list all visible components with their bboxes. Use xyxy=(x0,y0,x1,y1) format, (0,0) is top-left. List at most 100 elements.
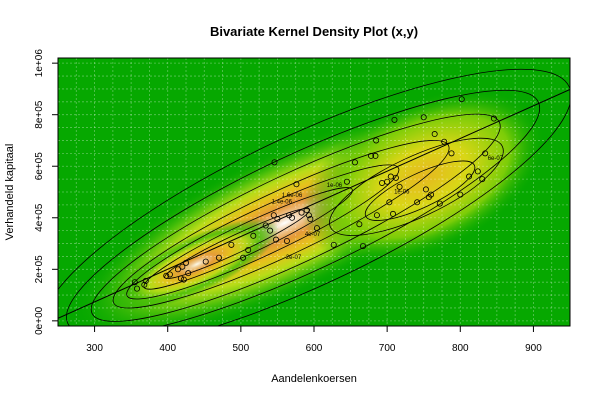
data-point xyxy=(182,259,189,266)
data-point xyxy=(250,232,257,239)
data-point xyxy=(163,272,170,279)
data-point xyxy=(384,178,391,185)
contour-line xyxy=(126,164,400,300)
contour-label: 4e-07 xyxy=(305,232,321,238)
data-point xyxy=(305,212,312,219)
data-point xyxy=(289,214,296,221)
data-point xyxy=(272,236,279,243)
contour-line xyxy=(112,139,450,309)
contour-line xyxy=(90,113,501,322)
contour-labels: 2e-07 4e-07 6e-07 1e-06 1e-06 1.4e-061.6e-06 xyxy=(272,156,504,261)
data-point xyxy=(356,221,363,228)
data-point xyxy=(373,137,380,144)
x-tick-label: 500 xyxy=(233,343,250,354)
data-point xyxy=(466,173,473,180)
y-tick-label: 2e+05 xyxy=(34,255,45,284)
y-tick-label: 1e+06 xyxy=(34,49,45,78)
contour-line xyxy=(364,160,476,221)
y-axis: 0e+00 2e+05 4e+05 6e+05 8e+05 1e+06 xyxy=(34,49,59,335)
data-point xyxy=(422,186,429,193)
data-point xyxy=(177,275,184,282)
contour-label: 1e-06 xyxy=(394,189,410,195)
y-tick-label: 8e+05 xyxy=(34,100,45,129)
data-point xyxy=(431,131,438,138)
data-point xyxy=(174,266,181,273)
data-point xyxy=(131,279,138,286)
data-point xyxy=(166,271,173,278)
data-points xyxy=(131,96,497,292)
x-tick-label: 300 xyxy=(86,343,103,354)
data-point xyxy=(482,150,489,157)
contour-line xyxy=(58,68,570,326)
data-point xyxy=(228,241,235,248)
x-tick-label: 900 xyxy=(525,343,542,354)
grid xyxy=(58,58,570,326)
data-point xyxy=(428,191,435,198)
data-point xyxy=(270,212,277,219)
data-point xyxy=(396,183,403,190)
x-tick-label: 400 xyxy=(159,343,176,354)
plot-area: 2e-07 4e-07 6e-07 1e-06 1e-06 1.4e-061.6e-06 xyxy=(58,58,570,326)
y-tick-label: 4e+05 xyxy=(34,203,45,232)
data-point xyxy=(298,209,305,216)
data-point xyxy=(330,241,337,248)
contour-label: 2e-07 xyxy=(286,255,302,261)
data-point xyxy=(490,115,497,122)
data-point xyxy=(293,181,300,188)
data-point xyxy=(274,216,281,223)
x-tick-label: 600 xyxy=(306,343,323,354)
data-point xyxy=(368,152,375,159)
contour-line xyxy=(66,89,541,326)
data-point xyxy=(343,178,350,185)
x-axis: 300 400 500 600 700 800 900 xyxy=(86,325,542,354)
data-point xyxy=(392,174,399,181)
data-point xyxy=(185,270,192,277)
data-point xyxy=(245,246,252,253)
data-point xyxy=(448,150,455,157)
data-point xyxy=(441,138,448,145)
data-point xyxy=(313,225,320,232)
density-blob xyxy=(301,88,546,265)
data-point xyxy=(179,263,186,270)
contour-label: 6e-07 xyxy=(488,156,504,162)
data-point xyxy=(386,199,393,206)
data-point xyxy=(436,200,443,207)
chart-title: Bivariate Kernel Density Plot (x,y) xyxy=(210,24,418,39)
data-point xyxy=(391,116,398,123)
x-axis-label: Aandelenkoersen xyxy=(271,373,357,385)
data-point xyxy=(373,212,380,219)
data-point xyxy=(283,237,290,244)
x-tick-label: 800 xyxy=(452,343,469,354)
data-point xyxy=(457,191,464,198)
data-point xyxy=(458,96,465,103)
data-point xyxy=(215,254,222,261)
data-point xyxy=(267,227,274,234)
data-point xyxy=(479,176,486,183)
data-point xyxy=(414,199,421,206)
y-tick-label: 6e+05 xyxy=(34,152,45,181)
y-tick-label: 0e+00 xyxy=(34,306,45,335)
y-axis-label: Verhandeld kapitaal xyxy=(4,144,16,241)
data-point xyxy=(240,254,247,261)
data-point xyxy=(141,281,148,288)
data-point xyxy=(262,222,269,229)
contour-label: 1e-06 xyxy=(327,183,343,189)
data-point xyxy=(389,210,396,217)
data-point xyxy=(180,276,187,283)
contour-label: 1.6e-06 xyxy=(282,193,303,199)
data-point xyxy=(271,159,278,166)
data-point xyxy=(307,216,314,223)
data-point xyxy=(474,168,481,175)
contour-line xyxy=(329,137,504,236)
data-point xyxy=(202,258,209,265)
data-point xyxy=(133,285,140,292)
data-point xyxy=(420,114,427,121)
x-tick-label: 700 xyxy=(379,343,396,354)
data-point xyxy=(372,152,379,159)
data-point xyxy=(351,159,358,166)
data-point xyxy=(360,243,367,250)
data-point xyxy=(303,207,310,214)
density-blob xyxy=(114,218,280,311)
data-point xyxy=(142,277,149,284)
